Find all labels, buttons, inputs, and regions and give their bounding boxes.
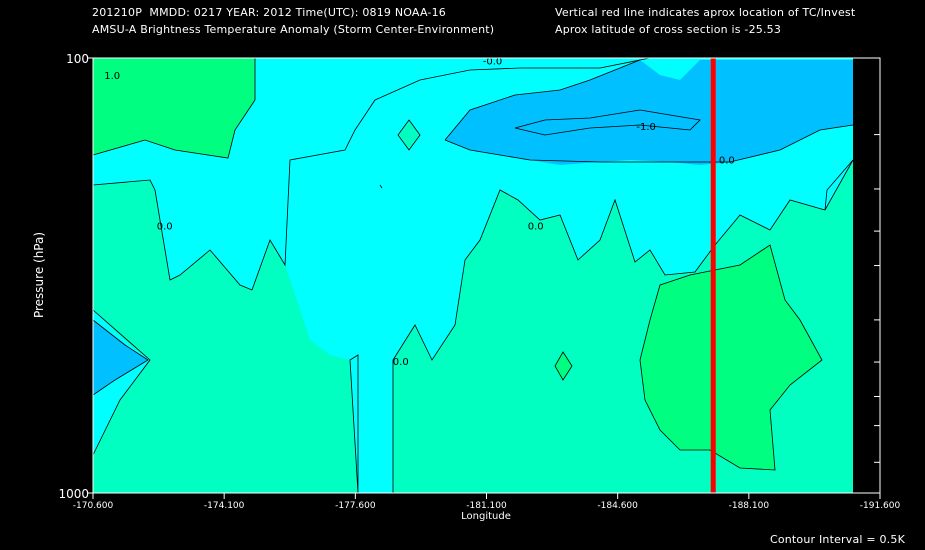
contour-lines [92, 57, 854, 494]
contour-label: 0.0 [719, 155, 735, 166]
contour-label: 0.0 [528, 222, 544, 233]
right-axis-ticks [874, 134, 880, 463]
x-tick-label: -170.600 [73, 501, 114, 511]
fill-blue-band [515, 110, 700, 135]
contour-label: -0.0 [483, 57, 503, 68]
contour-labels: 1.0 -0.0 -1.0 0.0 0.0 0.0 0.0 [104, 57, 735, 368]
fill-cyan-region [93, 58, 853, 493]
header-line-3: Vertical red line indicates aprox locati… [555, 6, 856, 19]
no-data-strip [853, 58, 880, 493]
y-axis-label: Pressure (hPa) [32, 232, 46, 318]
header-line-4: Aprox latitude of cross section is -25.5… [555, 23, 782, 36]
contour-label: -1.0 [636, 122, 656, 133]
fill-green-upper-left [93, 58, 255, 158]
contour-label: 0.0 [393, 357, 409, 368]
contour-fills [93, 58, 880, 493]
contour-label: 0.0 [157, 222, 173, 233]
contour-label: 1.0 [104, 71, 120, 82]
x-tick-label: -191.600 [860, 501, 901, 511]
x-axis-label: Longitude [461, 511, 511, 522]
x-tick-label: -184.600 [597, 501, 638, 511]
y-axis: 100 1000 [58, 52, 93, 501]
fill-green-tc [640, 245, 822, 470]
header-line-1: 201210P MMDD: 0217 YEAR: 2012 Time(UTC):… [92, 6, 447, 19]
y-tick-label: 100 [66, 52, 89, 66]
x-tick-label: -177.600 [335, 501, 376, 511]
y-tick-label: 1000 [58, 487, 89, 501]
x-tick-label: -174.100 [204, 501, 245, 511]
x-tick-label: -188.100 [729, 501, 770, 511]
fill-blue-left [93, 320, 148, 395]
x-axis: -170.600 -174.100 -177.600 -181.100 -184.600… [73, 493, 901, 511]
header-line-2: AMSU-A Brightness Temperature Anomaly (S… [92, 23, 495, 36]
x-tick-label: -181.100 [466, 501, 507, 511]
contour-interval: Contour Interval = 0.5K [769, 533, 905, 546]
